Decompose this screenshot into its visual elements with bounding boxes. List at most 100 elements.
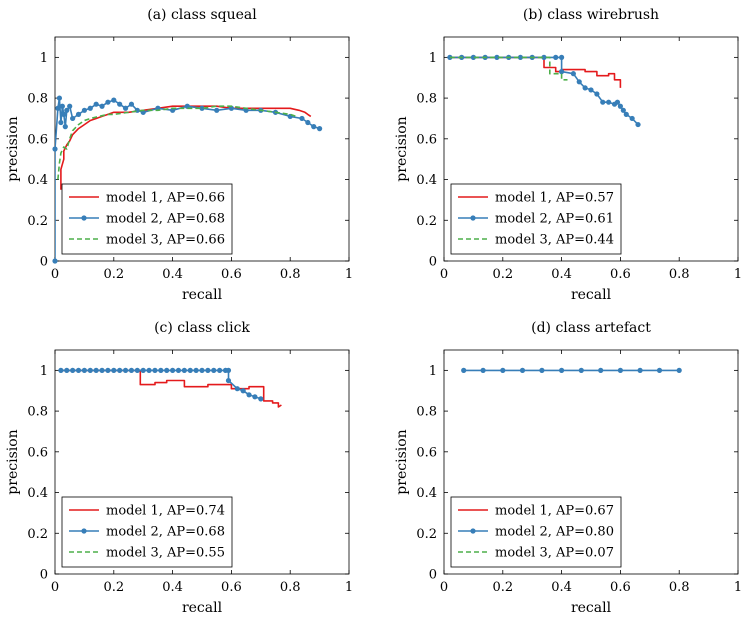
y-tick-label: 0.4 — [416, 486, 437, 501]
series-line-3 — [449, 56, 568, 81]
x-tick-label: 0.4 — [162, 580, 183, 595]
data-point — [559, 69, 565, 75]
y-tick-label: 0.4 — [416, 173, 437, 188]
x-tick-label: 0.4 — [551, 267, 572, 282]
data-point — [164, 367, 170, 373]
y-tick-label: 0.2 — [27, 214, 48, 229]
y-tick-label: 0.8 — [27, 405, 48, 420]
data-point — [55, 105, 61, 111]
data-point — [656, 367, 663, 373]
data-point — [258, 396, 264, 402]
y-tick-label: 0.6 — [416, 445, 437, 460]
data-point — [122, 105, 129, 111]
y-tick-label: 0.6 — [416, 132, 437, 147]
x-tick-label: 0.2 — [103, 580, 124, 595]
x-tick-label: 0.8 — [280, 267, 301, 282]
data-point — [205, 367, 211, 373]
data-point — [461, 367, 467, 373]
legend-entry-1: model 1, AP=0.74 — [106, 504, 225, 519]
data-point — [517, 54, 524, 60]
y-axis-label: precision — [5, 116, 21, 181]
legend-box — [450, 496, 622, 568]
data-point — [105, 367, 111, 373]
data-point — [62, 124, 68, 130]
data-point — [117, 367, 123, 373]
data-point — [578, 367, 584, 373]
chart-title: (a) class squeal — [147, 7, 257, 23]
x-tick-label: 0.4 — [551, 580, 572, 595]
legend-entry-3: model 3, AP=0.55 — [106, 546, 225, 561]
x-axis-label: recall — [571, 600, 612, 616]
data-point — [246, 392, 252, 398]
data-point — [128, 101, 135, 107]
data-point — [494, 54, 500, 60]
y-tick-label: 1 — [40, 51, 48, 66]
axis-frame — [443, 36, 739, 262]
y-tick-label: 1 — [40, 364, 48, 379]
data-point — [199, 105, 205, 111]
legend-marker — [81, 528, 87, 534]
data-point — [582, 85, 588, 91]
x-tick-label: 0.6 — [610, 580, 631, 595]
data-point — [75, 367, 82, 373]
data-point — [199, 367, 205, 373]
data-point — [225, 367, 232, 373]
legend-entry-1: model 1, AP=0.66 — [106, 191, 225, 206]
data-point — [99, 103, 105, 109]
data-point — [617, 103, 624, 109]
x-tick-label: 0.8 — [669, 267, 690, 282]
chart-panel-4: (d) class artefact 0 0.2 0.4 0.6 0.8 1 0 0.2 0.4 0… — [394, 320, 742, 616]
legend: model 1, AP=0.57 model 2, AP=0.61 model 3,… — [450, 183, 622, 255]
data-point — [588, 87, 594, 93]
data-point — [87, 367, 93, 373]
data-point — [59, 103, 65, 109]
data-point — [240, 388, 246, 394]
data-point — [559, 54, 565, 60]
y-tick-label: 0.6 — [27, 132, 48, 147]
data-point — [598, 367, 604, 373]
y-tick-label: 0.2 — [27, 527, 48, 542]
y-tick-label: 0.6 — [27, 445, 48, 460]
legend: model 1, AP=0.66 model 2, AP=0.68 model 3,… — [61, 183, 233, 255]
data-point — [637, 367, 643, 373]
data-point — [58, 119, 64, 126]
y-tick-label: 0 — [429, 568, 437, 583]
legend-marker — [470, 528, 476, 534]
data-point — [225, 377, 232, 384]
data-point — [500, 367, 506, 373]
data-point — [99, 367, 105, 373]
y-tick-label: 0 — [429, 255, 437, 270]
data-point — [193, 367, 199, 373]
x-tick-label: 1 — [734, 267, 742, 282]
data-point — [311, 124, 317, 130]
data-point — [128, 367, 135, 373]
data-point — [617, 367, 624, 373]
y-axis-label: precision — [394, 116, 410, 181]
data-point — [93, 367, 99, 373]
legend-marker — [470, 215, 476, 221]
data-point — [64, 367, 70, 373]
data-point — [87, 105, 93, 111]
data-point — [152, 367, 158, 373]
legend-marker — [81, 215, 87, 221]
data-point — [623, 111, 629, 117]
data-point — [519, 367, 526, 373]
y-tick-label: 0.4 — [27, 173, 48, 188]
x-axis-label: recall — [182, 600, 223, 616]
data-point — [447, 54, 453, 60]
x-tick-label: 0.6 — [221, 580, 242, 595]
data-point — [635, 121, 641, 128]
chart-title: (c) class click — [154, 320, 250, 336]
data-point — [81, 367, 87, 373]
data-point — [214, 107, 220, 113]
y-axis-label: precision — [394, 429, 410, 494]
legend-entry-2: model 2, AP=0.61 — [495, 212, 614, 227]
data-point — [134, 367, 140, 373]
data-point — [158, 367, 164, 373]
x-tick-label: 0.2 — [492, 267, 513, 282]
data-point — [61, 111, 67, 117]
series-line-1 — [449, 56, 622, 88]
data-point — [217, 367, 223, 373]
data-point — [56, 95, 63, 101]
